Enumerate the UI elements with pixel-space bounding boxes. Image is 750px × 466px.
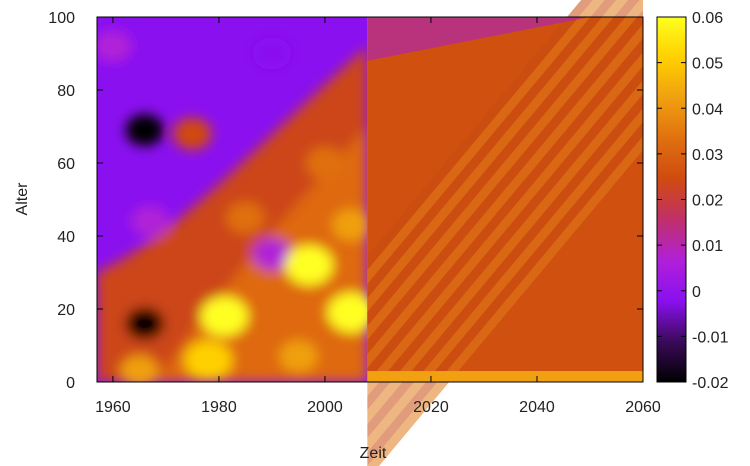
- plot-area: [97, 0, 643, 466]
- colorbar-tick-label: 0.05: [692, 56, 723, 73]
- historical-region-features: [97, 30, 368, 382]
- heatmap-feature: [120, 355, 159, 382]
- projection-cohort-band: [367, 10, 643, 354]
- projection-cohort-band: [367, 24, 643, 368]
- colorbar-tick-label: 0.04: [692, 101, 723, 118]
- projection-young-strip: [367, 371, 643, 382]
- y-axis-label: Alter: [14, 182, 31, 216]
- projection-cohort-band: [367, 66, 643, 410]
- heatmap-feature: [184, 340, 233, 381]
- y-tick-label: 80: [57, 83, 75, 100]
- x-tick-label: 2000: [307, 399, 343, 416]
- heatmap-feature: [327, 292, 368, 333]
- projection-cohort-band: [367, 136, 643, 466]
- x-axis-label: Zeit: [360, 445, 387, 462]
- x-tick-label: 2060: [625, 399, 661, 416]
- projection-cohort-band: [367, 0, 643, 340]
- heatmap-feature: [332, 209, 368, 242]
- colorbar-tick-label: 0: [692, 284, 701, 301]
- y-tick-label: 60: [57, 156, 75, 173]
- heatmap-feature: [279, 340, 318, 373]
- heatmap-feature: [97, 30, 133, 63]
- projection-cohort-band: [367, 80, 643, 424]
- y-tick-label: 0: [66, 375, 75, 392]
- x-tick-label: 1980: [201, 399, 237, 416]
- heatmap-feature: [173, 117, 212, 150]
- x-tick-label: 1960: [95, 399, 131, 416]
- y-tick-label: 100: [48, 10, 75, 27]
- projection-cohort-band: [367, 94, 643, 438]
- heatmap-feature: [200, 296, 249, 337]
- heatmap-feature: [285, 245, 334, 286]
- colorbar-tick-label: 0.03: [692, 147, 723, 164]
- x-tick-label: 2020: [413, 399, 449, 416]
- colorbar-tick-label: 0.02: [692, 193, 723, 210]
- projection-bands: [367, 0, 643, 466]
- colorbar-tick-label: -0.01: [692, 329, 729, 346]
- colorbar-tick-label: 0.06: [692, 10, 723, 27]
- projection-cohort-band: [367, 38, 643, 382]
- heatmap-feature: [125, 114, 164, 147]
- colorbar-tick-label: -0.02: [692, 375, 729, 392]
- colorbar-tick-label: 0.01: [692, 238, 723, 255]
- projection-cohort-band: [367, 52, 643, 396]
- projection-cohort-band: [367, 108, 643, 452]
- heatmap-feature: [252, 37, 292, 70]
- projection-upper-region: [367, 17, 590, 61]
- heatmap-feature: [130, 205, 170, 238]
- colorbar: -0.02 -0.01 0 0.01 0.02 0.03 0.04 0.05 0.06: [656, 10, 729, 392]
- x-tick-label: 2040: [519, 399, 555, 416]
- plot-frame: [96, 16, 644, 383]
- heatmap-feature: [226, 201, 265, 234]
- colorbar-ticks: -0.02 -0.01 0 0.01 0.02 0.03 0.04 0.05 0.06: [657, 10, 729, 392]
- heatmap-feature: [125, 307, 164, 340]
- heatmap-feature: [305, 147, 345, 179]
- y-tick-label: 20: [57, 302, 75, 319]
- heatmap-feature: [252, 238, 292, 271]
- y-tick-label: 40: [57, 229, 75, 246]
